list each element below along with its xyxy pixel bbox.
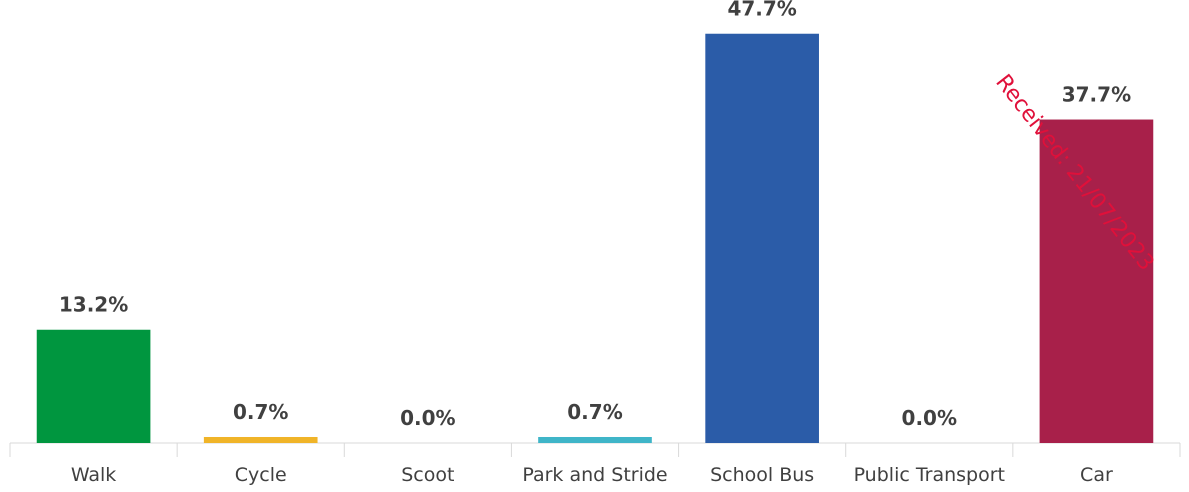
bar-car: [1039, 119, 1154, 443]
bar-park-and-stride: [538, 436, 652, 443]
category-label: Cycle: [235, 464, 287, 486]
x-axis: [9, 442, 1181, 457]
bar-cycle: [203, 436, 318, 443]
data-label: 0.7%: [567, 400, 622, 424]
category-label: Park and Stride: [522, 464, 667, 486]
data-label: 47.7%: [727, 0, 796, 21]
data-label: 0.0%: [902, 406, 957, 430]
data-labels: 13.2% 0.7% 0.0% 0.7% 47.7% 0.0% 37.7%: [59, 0, 1131, 430]
bar-walk: [36, 329, 151, 443]
category-label: Public Transport: [854, 464, 1005, 486]
bar-school-bus: [705, 33, 819, 443]
category-label: School Bus: [710, 464, 814, 486]
bars: [36, 33, 1154, 443]
category-label: Walk: [71, 464, 117, 486]
category-labels: Walk Cycle Scoot Park and Stride School Bus P…: [71, 464, 1113, 486]
data-label: 13.2%: [59, 293, 128, 317]
data-label: 37.7%: [1062, 83, 1131, 107]
data-label: 0.7%: [233, 400, 288, 424]
category-label: Scoot: [401, 464, 454, 486]
category-label: Car: [1080, 464, 1113, 486]
data-label: 0.0%: [400, 406, 455, 430]
